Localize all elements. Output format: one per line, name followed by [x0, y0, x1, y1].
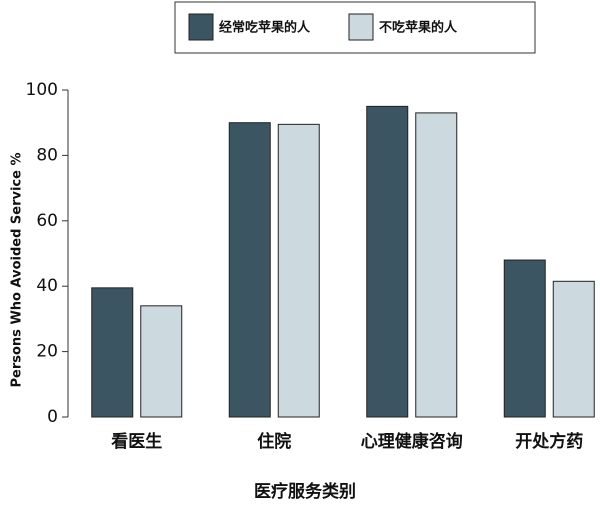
y-tick-label: 0	[47, 407, 58, 427]
y-tick-label: 20	[36, 342, 58, 362]
legend-label: 经常吃苹果的人	[219, 20, 311, 36]
bar	[277, 123, 320, 418]
bar	[140, 305, 183, 418]
legend-swatch	[188, 13, 214, 41]
y-tick-label: 60	[36, 211, 58, 231]
x-tick-label: 心理健康咨询	[361, 431, 463, 452]
x-tick-label: 开处方药	[515, 431, 583, 452]
x-tick-label: 看医生	[110, 431, 162, 452]
y-axis-title: Persons Who Avoided Service %	[10, 152, 25, 387]
bar	[415, 112, 458, 418]
x-axis-title: 医疗服务类别	[254, 481, 356, 502]
y-tick-label: 80	[36, 145, 58, 165]
bar	[552, 280, 595, 418]
legend-swatch	[348, 13, 374, 41]
bar	[366, 105, 409, 418]
x-tick-label: 住院	[257, 431, 291, 452]
y-tick-label: 100	[26, 80, 58, 100]
y-tick-label: 40	[36, 276, 58, 296]
bar	[91, 287, 134, 418]
bar	[503, 259, 546, 418]
bar	[228, 122, 271, 418]
legend-label: 不吃苹果的人	[379, 20, 458, 36]
